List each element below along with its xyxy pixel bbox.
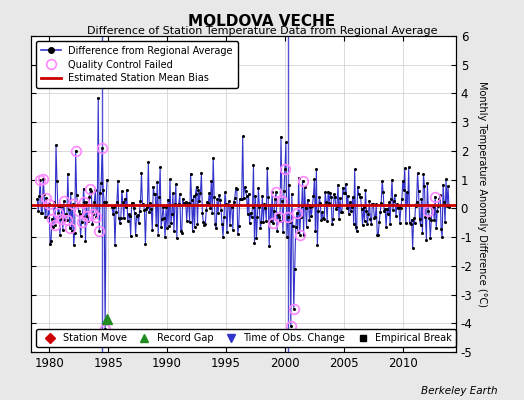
Text: Difference of Station Temperature Data from Regional Average: Difference of Station Temperature Data f… (87, 26, 437, 36)
Text: MOLDOVA VECHE: MOLDOVA VECHE (189, 14, 335, 29)
Y-axis label: Monthly Temperature Anomaly Difference (°C): Monthly Temperature Anomaly Difference (… (476, 81, 486, 307)
Text: Berkeley Earth: Berkeley Earth (421, 386, 498, 396)
Legend: Station Move, Record Gap, Time of Obs. Change, Empirical Break: Station Move, Record Gap, Time of Obs. C… (36, 329, 456, 347)
